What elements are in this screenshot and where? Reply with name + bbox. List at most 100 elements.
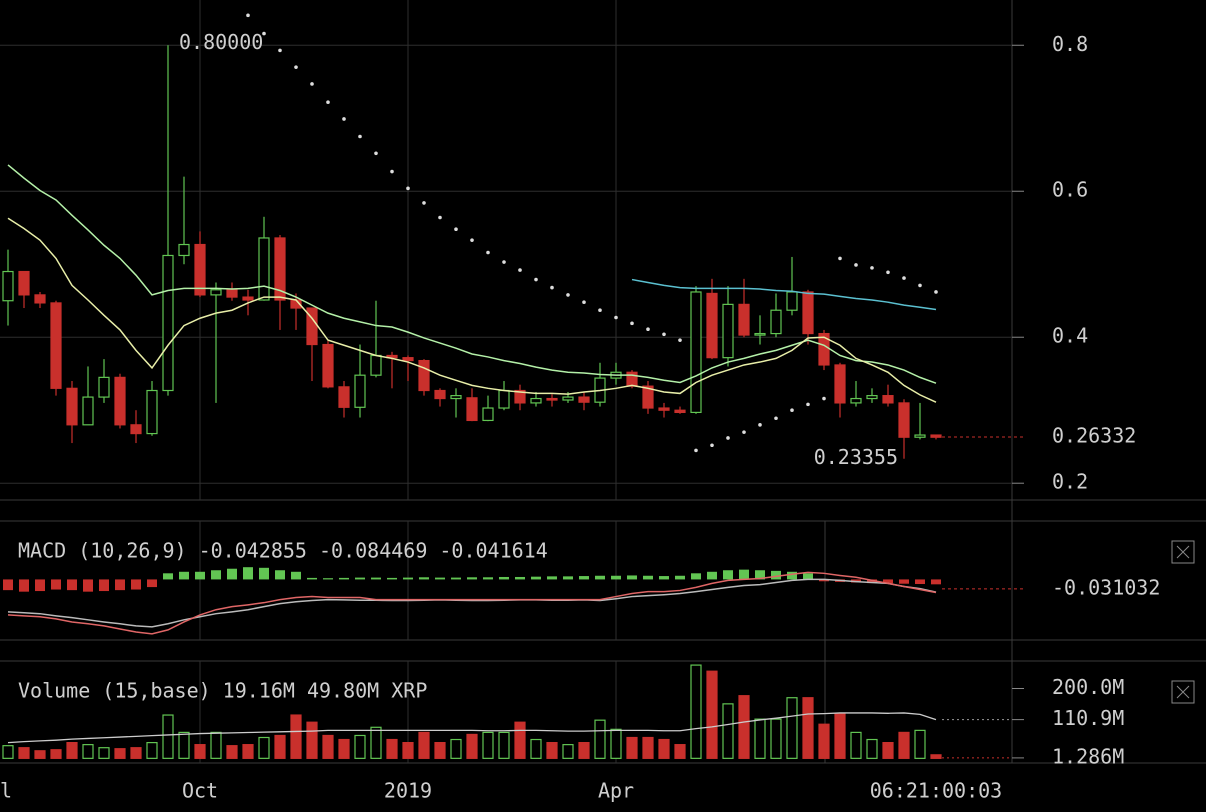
volume-bar — [866, 738, 878, 759]
candle-body — [130, 424, 142, 435]
sar-dot — [790, 408, 794, 413]
annotation: 0.80000 — [179, 30, 263, 54]
candle-body — [674, 409, 686, 414]
macd-histogram — [867, 579, 877, 584]
sar-dot — [534, 277, 538, 282]
macd-histogram — [51, 579, 61, 590]
sar-dot — [406, 186, 410, 191]
macd-histogram — [659, 576, 669, 580]
candle-body — [690, 291, 702, 414]
macd-histogram — [275, 570, 285, 580]
candle-body — [242, 296, 254, 301]
candle-body — [66, 387, 78, 426]
macd-histogram — [419, 577, 429, 580]
sar-dot — [934, 290, 938, 294]
candle-body — [450, 395, 462, 400]
volume-bar — [322, 734, 334, 759]
macd-histogram — [179, 571, 189, 580]
candle-body — [34, 294, 46, 304]
volume-bar — [610, 728, 622, 759]
volume-bar — [450, 738, 462, 759]
last-price-label: 0.26332 — [1052, 423, 1136, 447]
close-icon[interactable] — [1176, 545, 1190, 559]
legend-title: MACD (10,26,9) — [18, 539, 187, 563]
macd-histogram — [627, 575, 637, 580]
volume-bar — [770, 718, 782, 759]
candle-body — [834, 364, 846, 404]
sar-dot — [454, 227, 458, 231]
candle-body — [354, 374, 366, 408]
macd-histogram — [3, 579, 13, 591]
candle-body — [274, 237, 286, 301]
candle-body — [802, 291, 814, 335]
volume-bar — [306, 721, 318, 759]
volume-bar — [210, 731, 222, 759]
volume-bar — [786, 697, 798, 759]
close-box[interactable] — [1171, 540, 1195, 564]
sar-dot — [342, 117, 346, 121]
candle-body — [178, 243, 190, 257]
macd-histogram — [19, 579, 29, 592]
macd-histogram — [931, 579, 941, 585]
candle-body — [882, 395, 894, 404]
volume-bar — [194, 744, 206, 759]
sar-dot — [854, 263, 858, 267]
volume-ma — [7, 712, 937, 744]
close-icon[interactable] — [1176, 685, 1190, 699]
macd-histogram — [787, 571, 797, 580]
sar-dot — [886, 270, 890, 275]
close-box[interactable] — [1171, 680, 1195, 704]
close-button[interactable] — [1171, 540, 1195, 564]
volume-bar — [562, 744, 574, 759]
candle-body — [642, 385, 654, 409]
volume-bar — [370, 726, 382, 759]
volume-bar — [546, 741, 558, 759]
macd-histogram — [611, 575, 621, 580]
candle-body — [914, 434, 926, 438]
volume-bar — [146, 741, 158, 759]
macd-histogram — [707, 571, 717, 580]
volume-bar — [466, 733, 478, 759]
y-tick-label: 1.286M — [1052, 744, 1124, 768]
sar-dot — [374, 151, 378, 156]
candle-body — [514, 389, 526, 404]
sar-dot — [774, 416, 778, 421]
volume-bar — [690, 664, 702, 759]
y-tick-label: 0.8 — [1052, 32, 1088, 56]
candle-body — [82, 396, 94, 426]
candle-body — [738, 303, 750, 336]
macd-histogram — [147, 579, 157, 588]
volume-bar — [18, 747, 30, 759]
volume-bar — [914, 729, 926, 759]
candle-body — [18, 270, 30, 296]
macd-histogram — [771, 570, 781, 580]
close-button[interactable] — [1171, 680, 1195, 704]
candle-body — [898, 402, 910, 438]
y-tick-label: 0.4 — [1052, 324, 1088, 348]
candle-body — [530, 397, 542, 404]
candle-body — [722, 303, 734, 359]
macd-line — [7, 578, 937, 628]
macd-histogram — [755, 570, 765, 580]
macd-histogram — [643, 575, 653, 580]
macd-histogram — [499, 576, 509, 580]
candle-body — [546, 397, 558, 401]
candle-body — [210, 289, 222, 296]
macd-histogram — [467, 577, 477, 580]
volume-bar — [66, 741, 78, 759]
volume-bar — [802, 697, 814, 759]
volume-bar — [242, 744, 254, 759]
volume-bar — [2, 745, 14, 759]
macd-histogram — [579, 576, 589, 580]
candle-body — [754, 332, 766, 336]
sar-dot — [646, 327, 650, 331]
candle-body — [658, 407, 670, 411]
candle-body — [770, 309, 782, 335]
annotation: 0.23355 — [814, 445, 898, 469]
candle-body — [226, 289, 238, 298]
sar-dot — [902, 276, 906, 280]
legend-value: -0.041614 — [439, 539, 547, 563]
candle-body — [866, 395, 878, 400]
macd-histogram — [307, 577, 317, 580]
sar-dot — [310, 82, 314, 86]
